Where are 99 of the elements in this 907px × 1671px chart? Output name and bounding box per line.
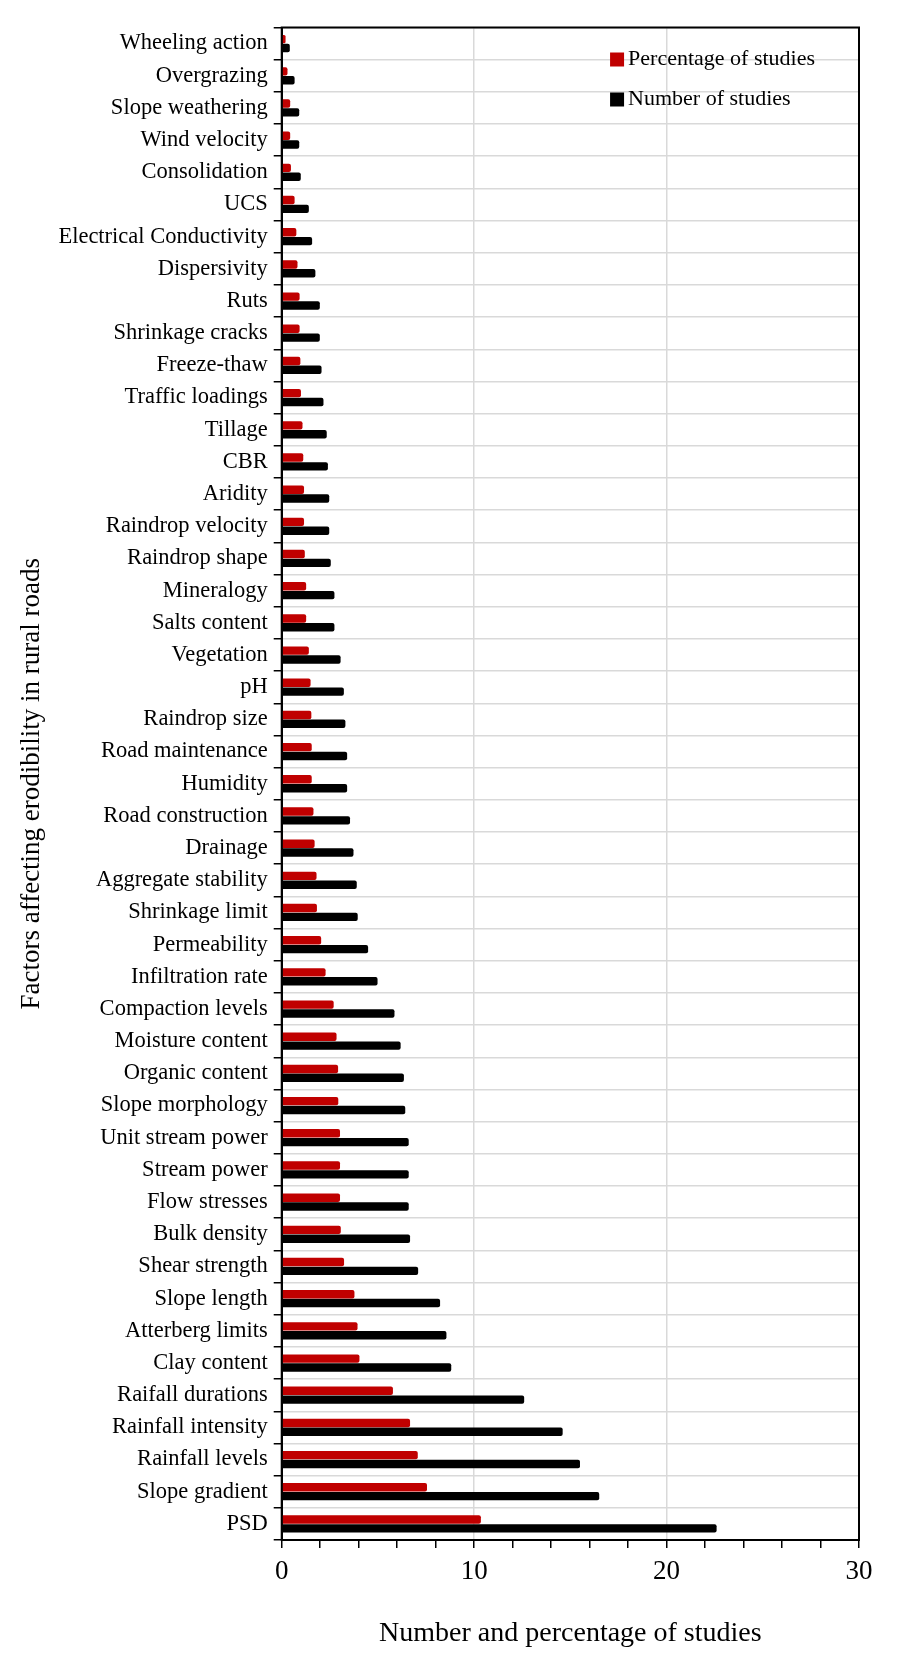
- y-tick-label: Organic content: [123, 1059, 269, 1085]
- y-tick-label: Stream power: [142, 1155, 269, 1181]
- bar: [282, 742, 312, 752]
- y-tick-label: Salts content: [152, 608, 269, 634]
- x-tick-label: 30: [845, 1555, 873, 1586]
- bar: [282, 1129, 341, 1138]
- y-tick-label: Consolidation: [141, 158, 268, 184]
- y-tick-label: Compaction levels: [99, 994, 268, 1020]
- bar: [282, 1483, 427, 1492]
- bar: [282, 871, 317, 881]
- bar: [282, 549, 305, 559]
- y-tick-label: Infiltration rate: [130, 962, 268, 988]
- y-tick-label: Humidity: [181, 769, 269, 795]
- y-tick-label: Raindrop velocity: [105, 512, 269, 538]
- bar: [282, 582, 307, 591]
- bar: [282, 1225, 341, 1235]
- bar: [282, 1193, 341, 1202]
- bar: [282, 228, 297, 237]
- bar: [282, 903, 317, 913]
- bar: [282, 1096, 339, 1106]
- y-tick-label: Shrinkage limit: [128, 898, 269, 924]
- y-tick-label: Drainage: [185, 834, 268, 860]
- y-tick-label: Permeability: [152, 930, 269, 956]
- y-tick-label: Clay content: [153, 1348, 269, 1374]
- y-tick-label: Mineralogy: [162, 576, 269, 602]
- bar: [282, 1450, 418, 1460]
- bar: [282, 1161, 341, 1170]
- bar: [282, 260, 298, 269]
- y-tick-label: PSD: [226, 1509, 268, 1535]
- y-tick-label: CBR: [222, 447, 268, 473]
- bar: [282, 292, 300, 301]
- bar: [282, 1418, 411, 1428]
- bar: [282, 1354, 360, 1363]
- y-tick-label: Slope morphology: [100, 1091, 269, 1117]
- y-tick-label: UCS: [223, 190, 268, 216]
- y-tick-label: Bulk density: [153, 1220, 269, 1246]
- bar: [282, 356, 301, 366]
- bar: [282, 517, 305, 527]
- bar: [282, 1322, 358, 1331]
- y-tick-label: Wind velocity: [140, 126, 269, 152]
- y-tick-label: Raindrop shape: [127, 544, 268, 570]
- bar: [282, 99, 291, 108]
- y-tick-label: Raindrop size: [143, 705, 268, 731]
- y-tick-label: Unit stream power: [100, 1123, 269, 1149]
- y-axis-title: Factors affecting erodibility in rural roads: [15, 557, 46, 1010]
- legend-label: Number of studies: [628, 85, 791, 111]
- y-tick-label: Vegetation: [171, 640, 268, 666]
- y-tick-label: Road construction: [103, 801, 268, 827]
- bar: [282, 936, 322, 945]
- y-tick-label: Ruts: [226, 286, 268, 312]
- bar: [282, 1386, 393, 1395]
- bar: [282, 614, 307, 623]
- bar: [282, 1064, 339, 1074]
- bar: [282, 678, 311, 687]
- bar: [282, 968, 326, 977]
- y-tick-label: Raifall durations: [117, 1381, 268, 1407]
- y-tick-label: Tillage: [204, 415, 268, 441]
- y-tick-label: Road maintenance: [100, 737, 268, 763]
- y-tick-label: Moisture content: [114, 1027, 269, 1053]
- bar: [282, 388, 301, 398]
- bar: [282, 163, 291, 173]
- y-tick-label: Overgrazing: [155, 61, 268, 87]
- x-axis-title: Number and percentage of studies: [379, 1615, 762, 1647]
- y-tick-label: Aggregate stability: [95, 866, 269, 892]
- bar: [282, 1257, 345, 1267]
- y-tick-label: Rainfall intensity: [112, 1413, 269, 1439]
- bar: [282, 195, 295, 205]
- bar: [282, 1290, 355, 1299]
- x-tick-label: 0: [274, 1555, 289, 1586]
- bar: [282, 839, 315, 848]
- y-tick-label: Slope weathering: [110, 93, 268, 119]
- bar: [282, 807, 314, 816]
- bar: [282, 646, 309, 655]
- y-tick-label: Electrical Conductivity: [58, 222, 269, 248]
- y-tick-label: Flow stresses: [147, 1188, 268, 1214]
- legend-label: Percentage of studies: [628, 45, 815, 71]
- x-tick-label: 10: [460, 1555, 488, 1586]
- y-tick-label: pH: [240, 673, 268, 699]
- y-tick-label: Shear strength: [138, 1252, 268, 1278]
- bar: [282, 775, 312, 784]
- y-tick-label: Rainfall levels: [137, 1445, 268, 1471]
- bar: [282, 1000, 334, 1009]
- y-tick-label: Atterberg limits: [125, 1316, 268, 1342]
- bar: [282, 1032, 337, 1041]
- y-tick-label: Slope gradient: [137, 1477, 269, 1503]
- bar: [282, 324, 300, 333]
- bar: [282, 1515, 481, 1524]
- y-tick-label: Dispersivity: [157, 254, 269, 280]
- y-tick-label: Shrinkage cracks: [113, 319, 268, 345]
- y-tick-label: Slope length: [154, 1284, 268, 1310]
- y-tick-label: Traffic loadings: [124, 383, 268, 409]
- y-tick-label: Aridity: [202, 480, 269, 506]
- bar: [282, 453, 304, 462]
- bar: [282, 485, 305, 494]
- bar: [282, 421, 303, 430]
- bar: [282, 710, 312, 720]
- x-tick-label: 20: [653, 1555, 681, 1586]
- y-tick-label: Wheeling action: [119, 29, 268, 55]
- y-tick-label: Freeze-thaw: [156, 351, 269, 377]
